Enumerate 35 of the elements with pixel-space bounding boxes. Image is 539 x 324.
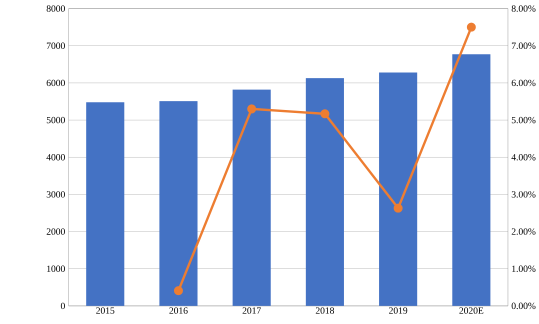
x-tick-label: 2019 [389,307,408,314]
y-tick-label: 3000 [46,191,65,198]
y2-tick-label: 2.00% [512,228,536,235]
y2-tick-label: 1.00% [512,266,536,272]
y-tick-label: 2000 [46,228,65,235]
y-tick-label: 7000 [46,42,65,49]
bar [159,101,198,306]
bar [452,54,490,306]
point [394,204,403,213]
x-tick-label: 2018 [316,307,334,314]
y2-tick-label: 4.00% [511,154,536,160]
x-tick-label: 2017 [242,307,261,314]
x-tick-label: 2015 [96,307,114,314]
point [174,286,183,296]
point [466,22,476,32]
bar [232,90,271,306]
y-tick-label: 1000 [47,266,65,272]
y2-tick-label: 3.00% [512,191,536,198]
y-tick-label: 5000 [46,116,65,124]
y2-tick-label: 5.00% [512,116,536,124]
y2-tick-label: 7.00% [512,42,536,49]
point [320,109,330,118]
point [247,104,256,114]
y-tick-label: 6000 [46,80,65,86]
bar [86,102,124,306]
bar [306,78,344,306]
y2-tick-label: 0.00% [512,302,536,310]
y-tick-label: 8000 [46,5,65,12]
y-tick-label: 4000 [46,154,65,160]
y2-tick-label: 8.00% [512,5,536,12]
bar [379,72,418,306]
x-tick-label: 2016 [169,307,188,314]
y2-tick-label: 6.00% [512,80,536,86]
y-tick-label: 0 [60,302,65,310]
x-tick-label: 2020E [459,307,484,314]
